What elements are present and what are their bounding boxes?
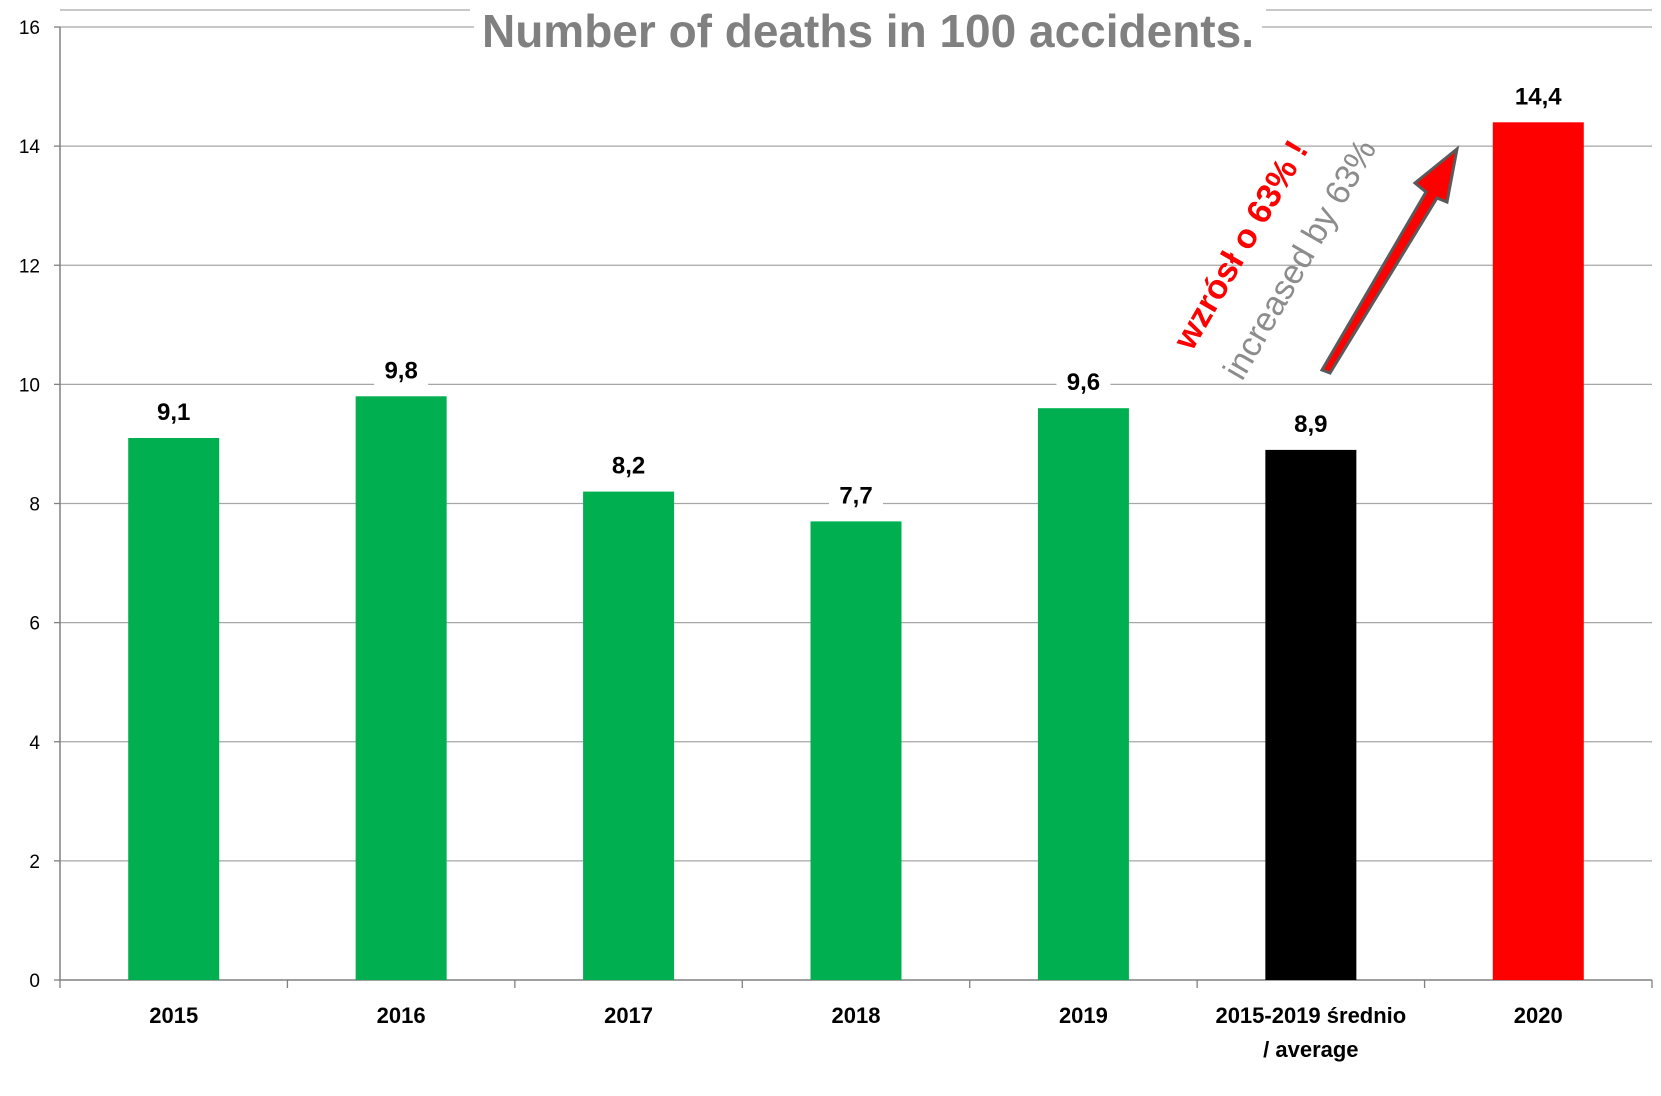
data-label-bg [1504,78,1573,113]
category-label-6: 2020 [1514,1003,1563,1028]
y-tick-label: 14 [19,137,41,158]
y-tick-label: 10 [19,375,40,396]
category-label-3: 2018 [832,1003,881,1028]
data-label-4: 9,6 [1067,369,1100,396]
y-tick-label: 8 [29,495,40,516]
data-label-6: 14,4 [1515,83,1562,110]
chart-title: Number of deaths in 100 accidents. [482,5,1254,57]
data-label-1: 9,8 [384,357,417,384]
data-label-bg [146,393,201,428]
data-label-bg [1283,405,1338,440]
data-label-bg [374,352,429,387]
increase-arrow-icon [1319,145,1460,375]
title-background [473,2,1263,64]
data-label-3: 7,7 [839,482,872,509]
category-label-4: 2019 [1059,1003,1108,1028]
category-label-0: 2015 [149,1003,198,1028]
category-label-line: 2020 [1514,1003,1563,1028]
bar-0 [128,437,220,980]
category-label-2: 2017 [604,1003,653,1028]
data-label-5: 8,9 [1294,411,1327,438]
category-label-1: 2016 [377,1003,426,1028]
category-label-5: 2015-2019 średnio / average [1215,1003,1406,1062]
bar-2 [583,491,675,980]
title-group: Number of deaths in 100 accidents. [60,2,1652,64]
y-tick-label: 6 [29,614,40,635]
bar-3 [810,521,902,980]
bar-6 [1492,122,1584,981]
data-label-bg [601,447,656,482]
category-label-line: 2017 [604,1003,653,1028]
y-tick-label: 2 [29,852,40,873]
category-label-line: 2015-2019 średnio [1215,1003,1406,1028]
y-tick-label: 0 [29,971,40,992]
bar-4 [1037,408,1129,980]
bars [128,122,1584,981]
data-labels: 9,1 9,8 8,2 7,7 9,6 8,9 14,4 [146,78,1573,512]
bar-1 [355,396,447,981]
category-label-line: 2016 [377,1003,426,1028]
y-tick-label: 12 [19,256,40,277]
category-label-line: 2018 [832,1003,881,1028]
category-label-line: 2015 [149,1003,198,1028]
y-tick-label: 4 [29,733,40,754]
bar-5 [1265,449,1357,980]
category-labels: 2015 2016 2017 2018 2019 2015-2019 średnio / a… [149,1003,1563,1062]
data-label-bg [1056,364,1111,399]
category-label-line: 2019 [1059,1003,1108,1028]
axes: 0 2 4 6 8 10 12 14 16 [19,18,1653,992]
data-label-bg [829,477,883,512]
data-label-2: 8,2 [612,453,645,480]
category-label-line: / average [1263,1037,1358,1062]
data-label-0: 9,1 [157,399,190,426]
y-tick-label: 16 [19,18,40,39]
